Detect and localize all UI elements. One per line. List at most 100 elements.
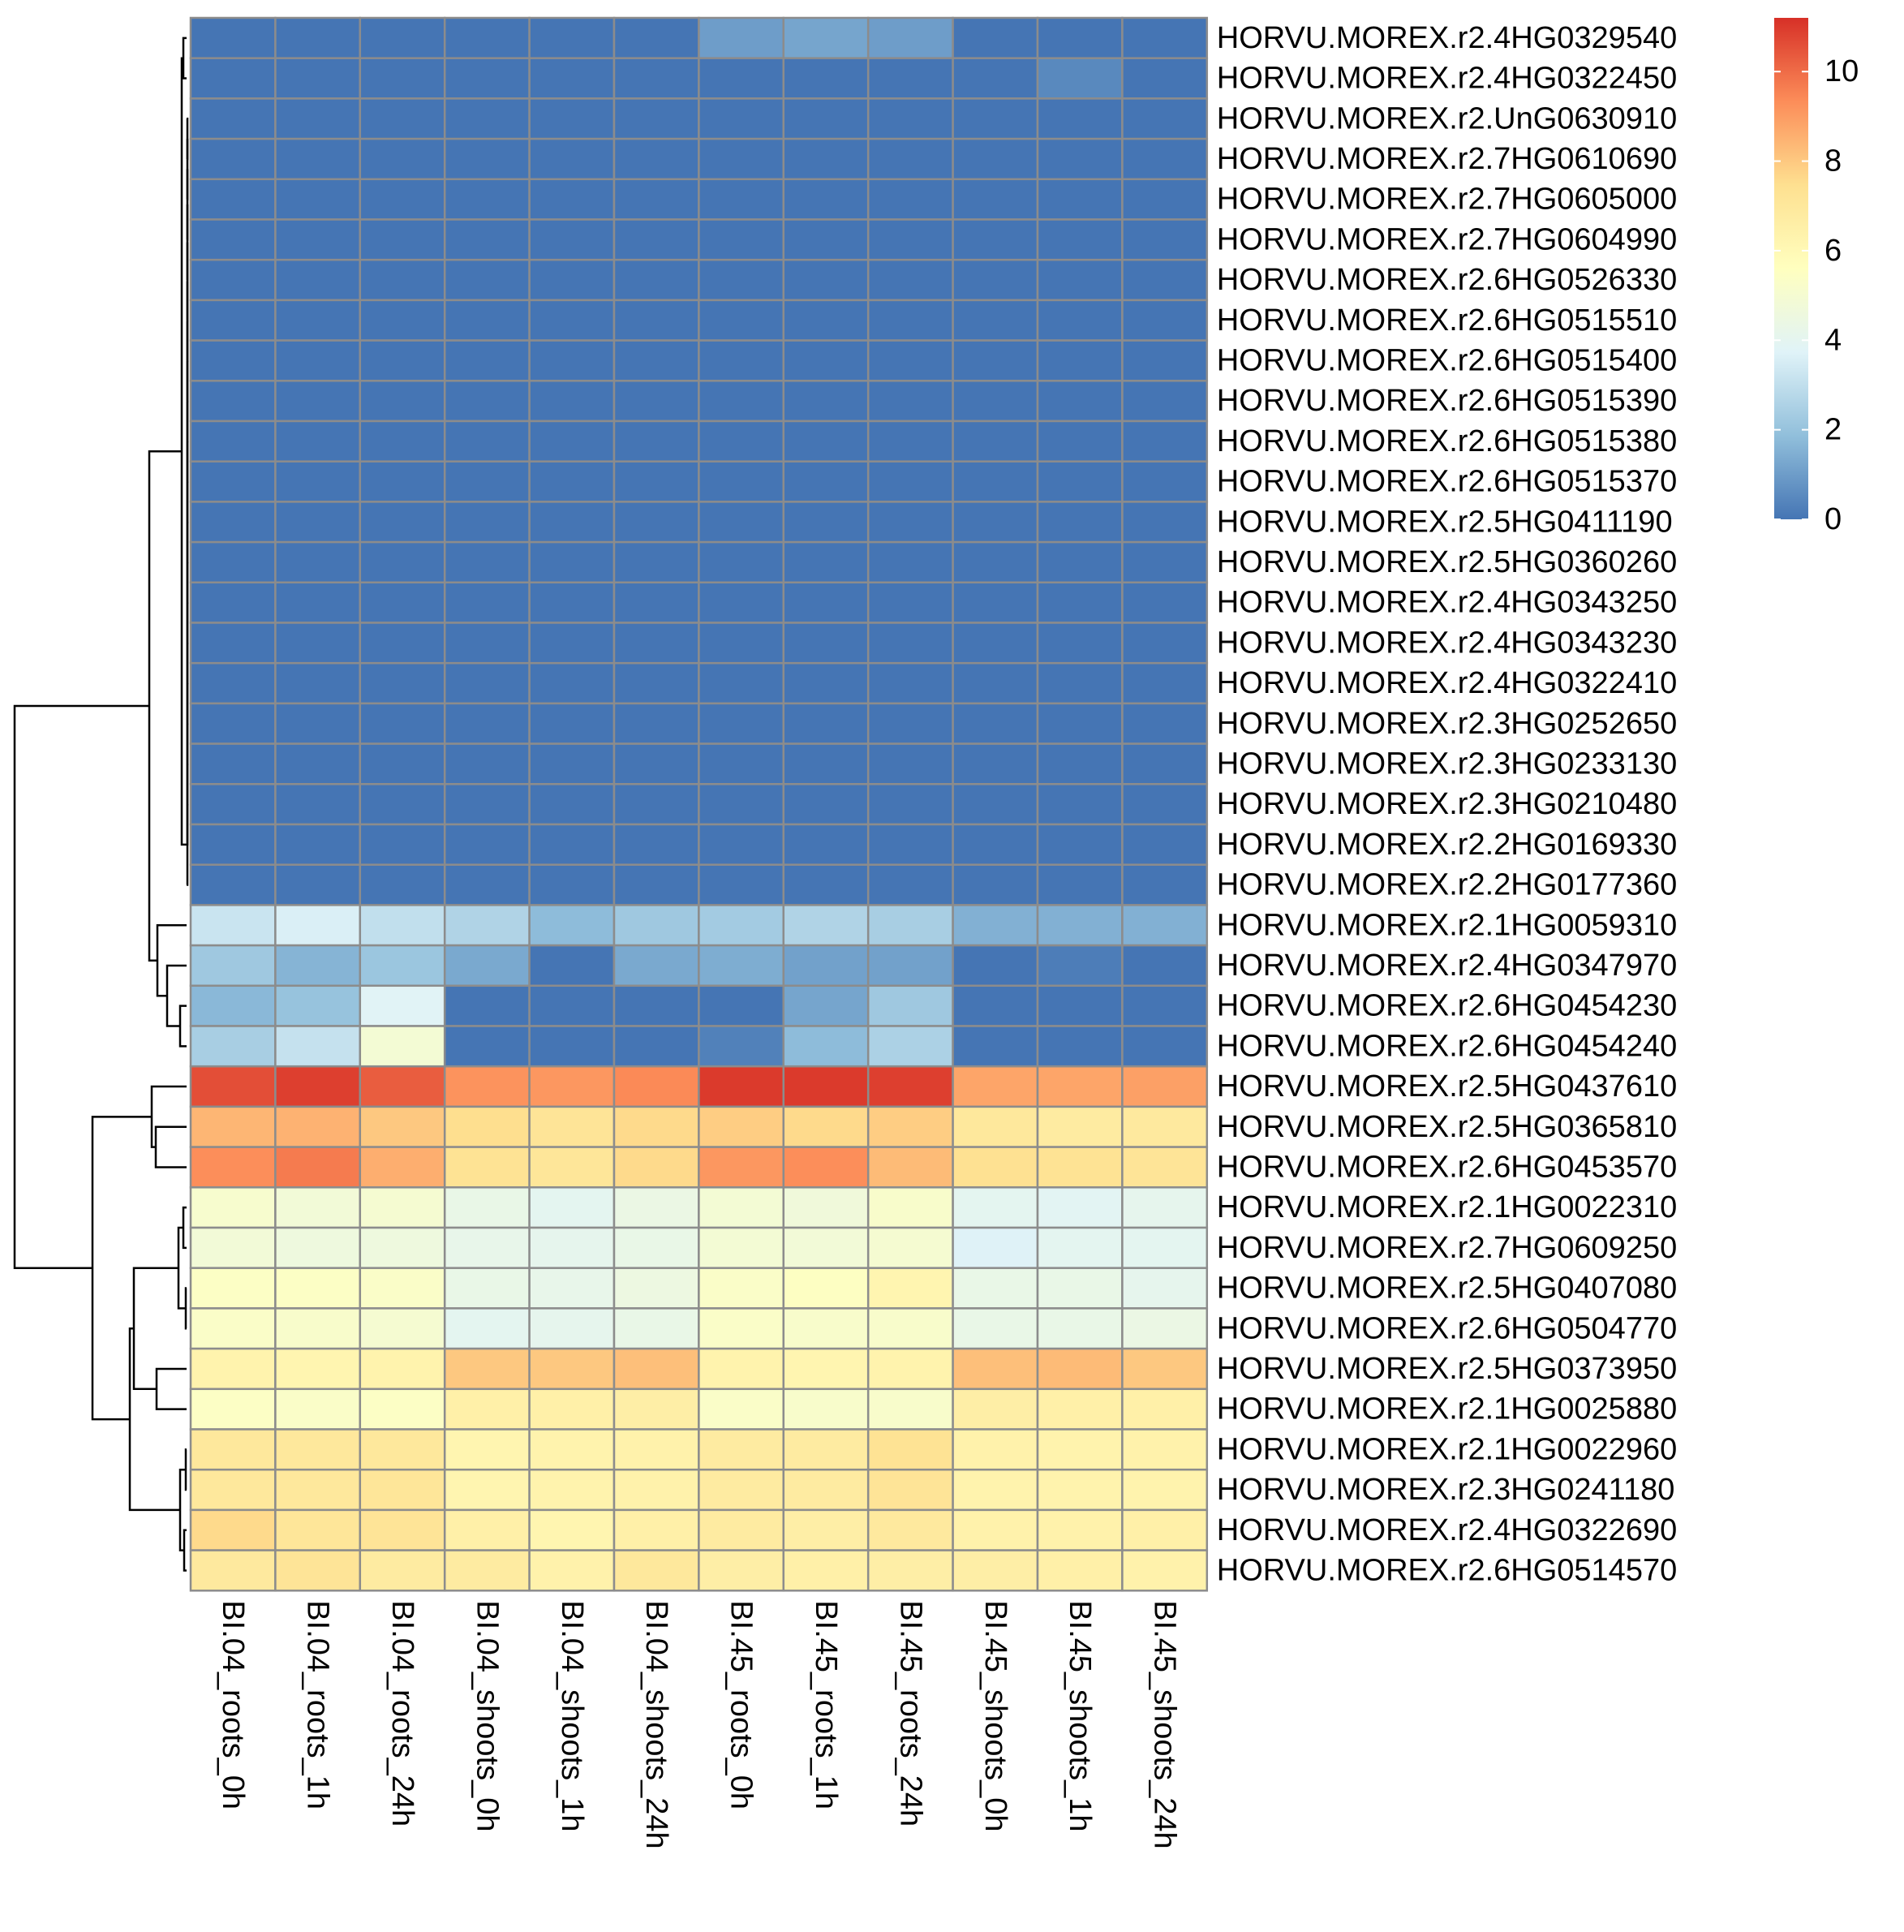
heatmap-cell xyxy=(952,622,1039,665)
heatmap-cell xyxy=(1036,661,1124,705)
column-label: BI.45_roots_1h xyxy=(809,1600,843,1809)
heatmap-cell xyxy=(866,339,954,382)
heatmap-cell xyxy=(952,420,1039,463)
heatmap-cell xyxy=(1036,1549,1124,1592)
heatmap-cell xyxy=(866,1065,954,1108)
heatmap-cell xyxy=(612,380,700,423)
column-labels: BI.04_roots_0h BI.04_roots_1h BI.04_roots_… xyxy=(216,1600,1181,1848)
heatmap-cell xyxy=(1121,863,1209,906)
heatmap-cell xyxy=(189,380,277,423)
heatmap-cell xyxy=(612,501,700,544)
heatmap-cell xyxy=(443,1549,531,1592)
heatmap-cell xyxy=(1036,904,1124,947)
heatmap-cell xyxy=(698,137,785,181)
row-dendrogram xyxy=(13,37,189,1572)
heatmap-cell xyxy=(359,1549,446,1592)
heatmap-cell xyxy=(359,460,446,503)
heatmap-cell xyxy=(698,97,785,140)
heatmap-cell xyxy=(189,218,277,261)
heatmap-cell xyxy=(528,622,616,665)
heatmap-cell xyxy=(1121,1226,1209,1269)
heatmap-cell xyxy=(359,661,446,705)
heatmap-cell xyxy=(952,1388,1039,1431)
heatmap-cell xyxy=(1121,1347,1209,1391)
heatmap-cell xyxy=(274,944,362,988)
row-label: HORVU.MOREX.r2.4HG0343230 xyxy=(1217,626,1677,660)
heatmap-cell xyxy=(952,1549,1039,1592)
heatmap-cell xyxy=(698,1307,785,1350)
heatmap-cell xyxy=(359,904,446,947)
heatmap-cell xyxy=(866,1186,954,1229)
heatmap-cell xyxy=(612,1388,700,1431)
row-label: HORVU.MOREX.r2.6HG0504770 xyxy=(1217,1311,1677,1345)
heatmap-cell xyxy=(698,57,785,100)
dendrogram-branch xyxy=(155,1367,187,1410)
heatmap-cell xyxy=(274,97,362,140)
heatmap-cell xyxy=(443,258,531,302)
heatmap-cell xyxy=(189,1146,277,1189)
heatmap-cell xyxy=(189,944,277,988)
heatmap-cell xyxy=(782,540,870,584)
heatmap-cell xyxy=(698,783,785,826)
heatmap-cell xyxy=(698,1146,785,1189)
heatmap-cell xyxy=(612,1065,700,1108)
heatmap-cell xyxy=(528,1226,616,1269)
row-label: HORVU.MOREX.r2.6HG0526330 xyxy=(1217,263,1677,297)
heatmap-cell xyxy=(359,1267,446,1310)
heatmap-cell xyxy=(359,863,446,906)
legend-tick-label: 6 xyxy=(1824,234,1842,268)
heatmap-cell xyxy=(782,1307,870,1350)
heatmap-cell xyxy=(952,904,1039,947)
heatmap-cell xyxy=(359,178,446,221)
heatmap-cell xyxy=(189,702,277,745)
row-label: HORVU.MOREX.r2.7HG0610690 xyxy=(1217,142,1677,176)
column-label: BI.45_shoots_0h xyxy=(978,1600,1012,1831)
heatmap-cell xyxy=(189,863,277,906)
heatmap-cell xyxy=(189,97,277,140)
heatmap-cell xyxy=(528,1186,616,1229)
heatmap-cell xyxy=(274,984,362,1027)
heatmap-cell xyxy=(1036,1267,1124,1310)
heatmap-cell xyxy=(359,380,446,423)
heatmap-cell xyxy=(698,1105,785,1148)
heatmap-cell xyxy=(612,1347,700,1391)
heatmap-cell xyxy=(866,97,954,140)
heatmap-cell xyxy=(782,137,870,181)
heatmap-cell xyxy=(189,1468,277,1512)
heatmap-cell xyxy=(274,1065,362,1108)
heatmap-cell xyxy=(782,622,870,665)
dendrogram-branch xyxy=(154,1125,187,1168)
heatmap-cell xyxy=(866,1307,954,1350)
heatmap-cell xyxy=(359,581,446,624)
heatmap-cell xyxy=(443,137,531,181)
heatmap-cell xyxy=(274,1105,362,1148)
dendrogram-branch xyxy=(177,1226,186,1310)
heatmap-cell xyxy=(1036,540,1124,584)
heatmap-cell xyxy=(1121,1267,1209,1310)
dendrogram-branch xyxy=(150,1085,187,1148)
heatmap-cell xyxy=(782,823,870,866)
heatmap-cell xyxy=(1036,823,1124,866)
heatmap-cell xyxy=(274,1267,362,1310)
column-label: BI.45_shoots_1h xyxy=(1063,1600,1097,1831)
heatmap-cell xyxy=(274,783,362,826)
heatmap-cell xyxy=(1121,137,1209,181)
heatmap-cell xyxy=(866,540,954,584)
heatmap-cell xyxy=(1036,1508,1124,1551)
heatmap-cell xyxy=(782,420,870,463)
heatmap-cell xyxy=(189,299,277,342)
row-label: HORVU.MOREX.r2.3HG0210480 xyxy=(1217,787,1677,821)
heatmap-cell xyxy=(952,1468,1039,1512)
heatmap-cell xyxy=(359,1347,446,1391)
heatmap-cell xyxy=(274,16,362,59)
heatmap-cell xyxy=(952,1065,1039,1108)
heatmap-cell xyxy=(1121,742,1209,785)
legend-tick-label: 4 xyxy=(1824,323,1842,357)
heatmap-cell xyxy=(528,1025,616,1068)
heatmap-cell xyxy=(1121,702,1209,745)
dendrogram-branch xyxy=(183,1529,187,1572)
row-label: HORVU.MOREX.r2.5HG0437610 xyxy=(1217,1069,1677,1104)
heatmap-cell xyxy=(274,1186,362,1229)
heatmap-cell xyxy=(782,581,870,624)
heatmap-cell xyxy=(612,661,700,705)
